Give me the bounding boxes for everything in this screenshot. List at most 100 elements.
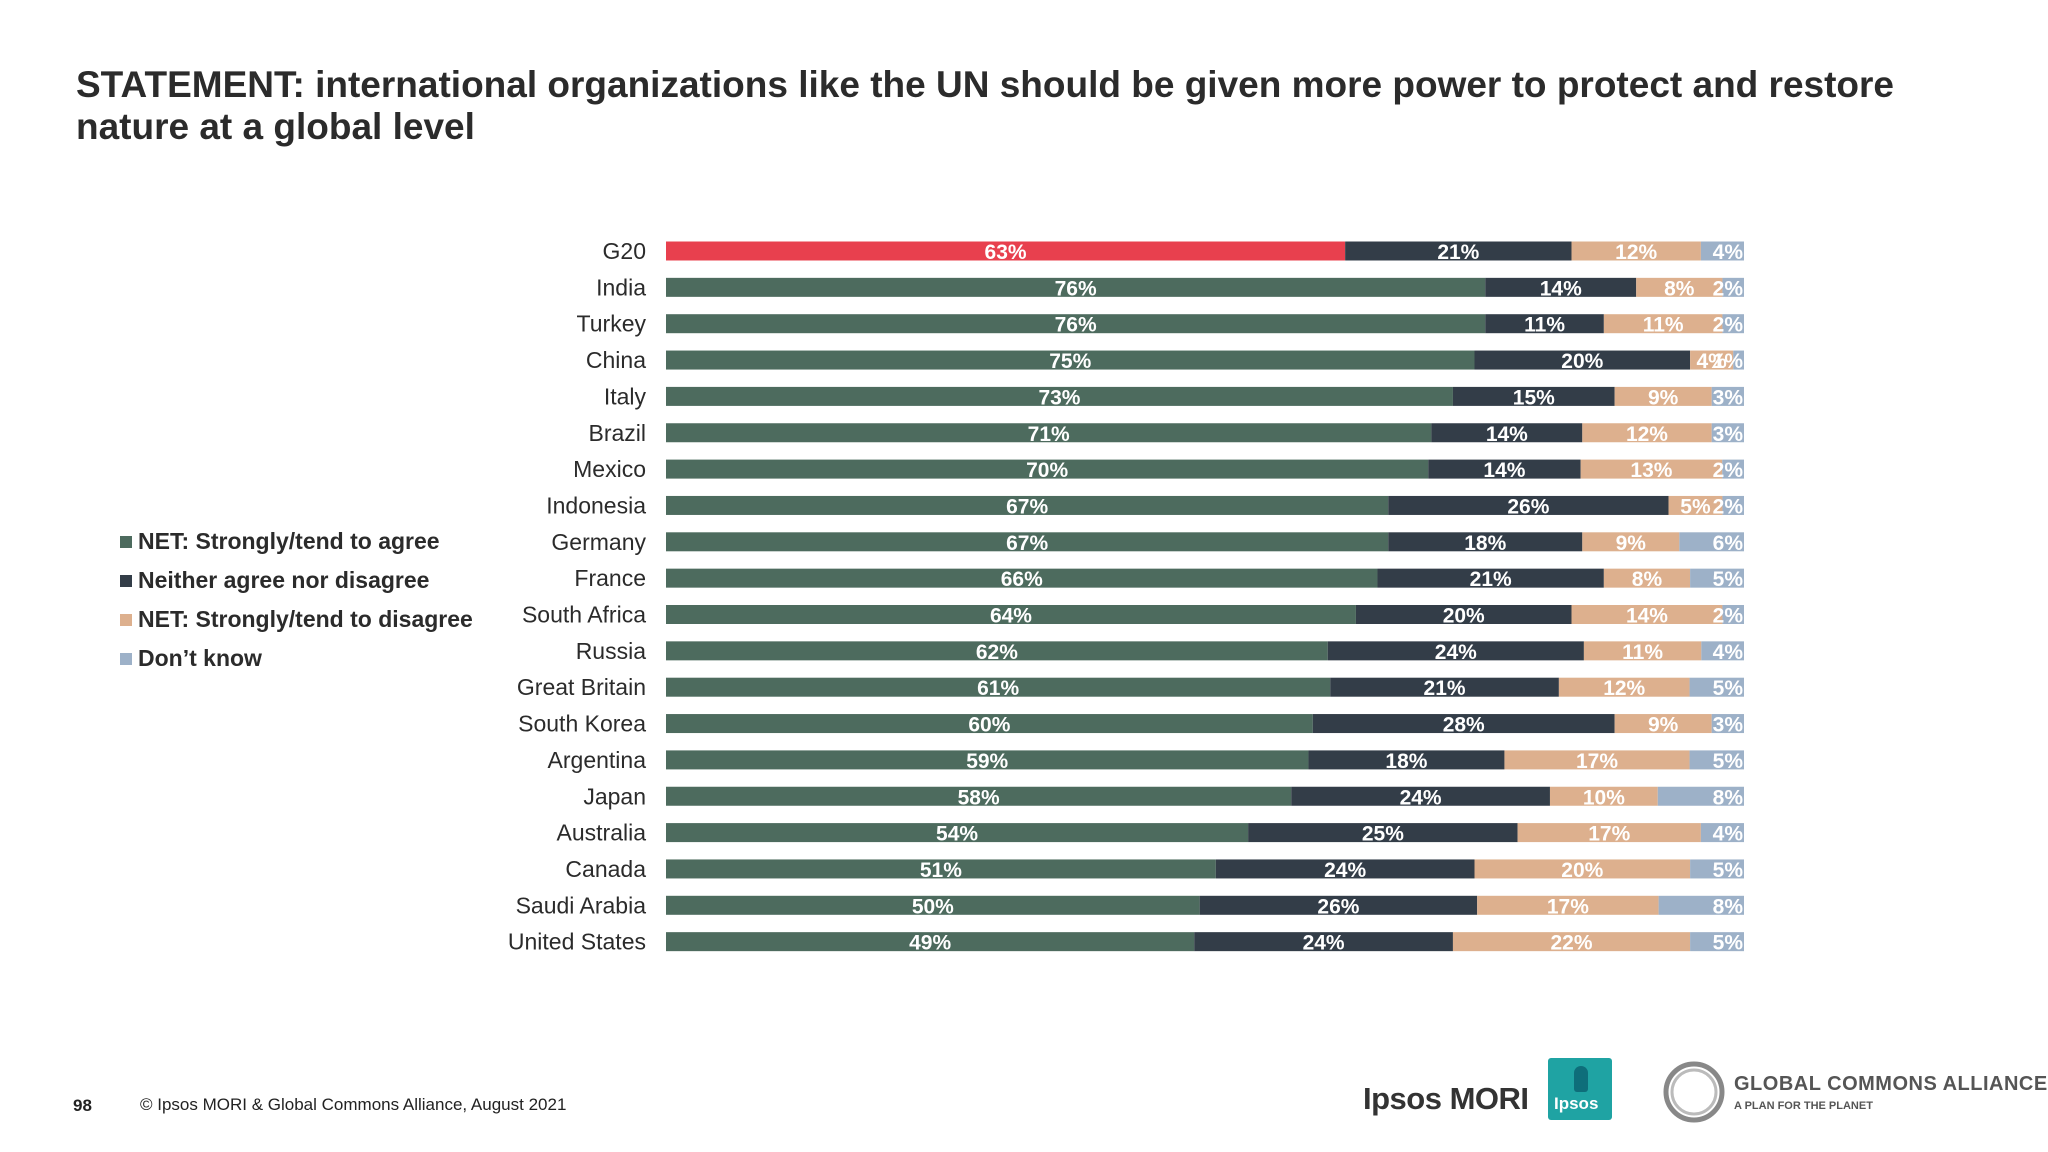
page-title: STATEMENT: international organizations l…	[76, 64, 1895, 147]
bar-segment	[1711, 714, 1744, 734]
bar-segment	[666, 932, 1195, 952]
category-label: Germany	[551, 529, 646, 555]
bar-segment	[1194, 932, 1453, 952]
value-label: 76%	[1055, 277, 1097, 300]
bar-segment	[666, 277, 1486, 297]
bar-segment	[1636, 277, 1723, 297]
bar-segment	[1477, 895, 1659, 915]
bar-segment	[1248, 823, 1518, 843]
page-number: 98	[73, 1096, 92, 1115]
bar-segment	[1330, 677, 1559, 697]
category-label: China	[586, 347, 646, 373]
value-label: 17%	[1576, 750, 1618, 773]
bar-segment	[1722, 495, 1744, 515]
bar-segment	[666, 605, 1356, 624]
bar-segment	[1690, 932, 1744, 952]
value-label: 5%	[1713, 932, 1744, 955]
value-label: 26%	[1507, 495, 1549, 518]
bar-segment	[1199, 895, 1478, 915]
category-label: Canada	[565, 856, 646, 882]
category-label: France	[574, 565, 646, 591]
value-label: 14%	[1486, 423, 1528, 446]
legend-swatch	[120, 613, 132, 626]
bar-segment	[1431, 423, 1583, 443]
category-label: India	[596, 274, 646, 300]
value-label: 15%	[1513, 386, 1555, 409]
value-label: 21%	[1470, 568, 1512, 591]
value-label: 4%	[1713, 241, 1744, 264]
category-label: Italy	[604, 383, 647, 409]
category-label: Mexico	[573, 456, 646, 482]
value-label: 13%	[1630, 459, 1672, 482]
value-label: 9%	[1616, 532, 1647, 555]
value-label: 4%	[1713, 823, 1744, 846]
bar-segment	[1388, 495, 1669, 515]
value-label: 11%	[1622, 641, 1663, 664]
legend-swatch	[120, 574, 132, 587]
bar-segment	[1711, 423, 1744, 443]
bar-segment	[666, 314, 1486, 334]
bar-segment	[666, 823, 1249, 843]
bar-segment	[1474, 859, 1691, 879]
value-label: 21%	[1424, 677, 1466, 700]
bar-segment	[1345, 241, 1572, 261]
category-label: Australia	[557, 820, 647, 846]
value-label: 18%	[1464, 532, 1506, 555]
value-label: 24%	[1400, 786, 1442, 809]
bar-segment	[1504, 750, 1690, 770]
value-label: 54%	[936, 823, 978, 846]
legend-item: Don’t know	[120, 639, 473, 678]
value-label: 11%	[1643, 314, 1684, 337]
bar-segment	[666, 641, 1328, 661]
bar-segment	[1474, 350, 1691, 370]
value-label: 70%	[1026, 459, 1068, 482]
bar-segment	[666, 423, 1432, 443]
ipsos-mori-logo: Ipsos MORI	[1363, 1081, 1529, 1116]
category-label: G20	[603, 238, 646, 264]
legend-item: NET: Strongly/tend to agree	[120, 522, 473, 561]
bar-segment	[666, 350, 1475, 370]
bar-segment	[1689, 677, 1744, 697]
bar-segment	[1558, 677, 1690, 697]
bar-segment	[1614, 714, 1712, 734]
value-label: 50%	[912, 895, 954, 918]
bar-segment	[1657, 786, 1744, 806]
bar-segment	[1603, 568, 1691, 588]
value-label: 20%	[1443, 605, 1485, 628]
value-label: 51%	[920, 859, 962, 882]
value-label: 24%	[1435, 641, 1477, 664]
bar-segment	[1603, 314, 1723, 334]
value-label: 12%	[1615, 241, 1657, 264]
bar-segment	[1291, 786, 1550, 806]
value-label: 12%	[1603, 677, 1645, 700]
value-label: 17%	[1547, 895, 1589, 918]
category-label: Indonesia	[546, 492, 646, 518]
bar-segment	[1690, 350, 1734, 370]
legend-swatch	[120, 535, 132, 548]
value-label: 20%	[1561, 859, 1603, 882]
value-label: 59%	[966, 750, 1008, 773]
bar-segment	[1689, 750, 1744, 770]
bar-segment	[1700, 241, 1744, 261]
value-label: 18%	[1385, 750, 1427, 773]
bar-segment	[1668, 495, 1723, 515]
value-label: 20%	[1561, 350, 1603, 373]
value-label: 21%	[1437, 241, 1479, 264]
value-label: 28%	[1443, 714, 1485, 737]
legend-label: NET: Strongly/tend to disagree	[138, 606, 473, 632]
bar-segment	[1580, 459, 1723, 479]
bar-segment	[1722, 314, 1744, 334]
value-label: 14%	[1540, 277, 1582, 300]
bar-segment	[1722, 605, 1744, 624]
bar-segment	[1690, 859, 1744, 879]
bar-segment	[666, 459, 1429, 479]
bar-segment	[1452, 932, 1691, 952]
bar-segment	[666, 750, 1309, 770]
bar-segment	[666, 677, 1331, 697]
value-label: 5%	[1680, 495, 1711, 518]
legend: NET: Strongly/tend to agree Neither agree…	[120, 522, 473, 678]
bar-segment	[1517, 823, 1701, 843]
value-label: 22%	[1551, 932, 1593, 955]
legend-label: NET: Strongly/tend to agree	[138, 528, 440, 554]
